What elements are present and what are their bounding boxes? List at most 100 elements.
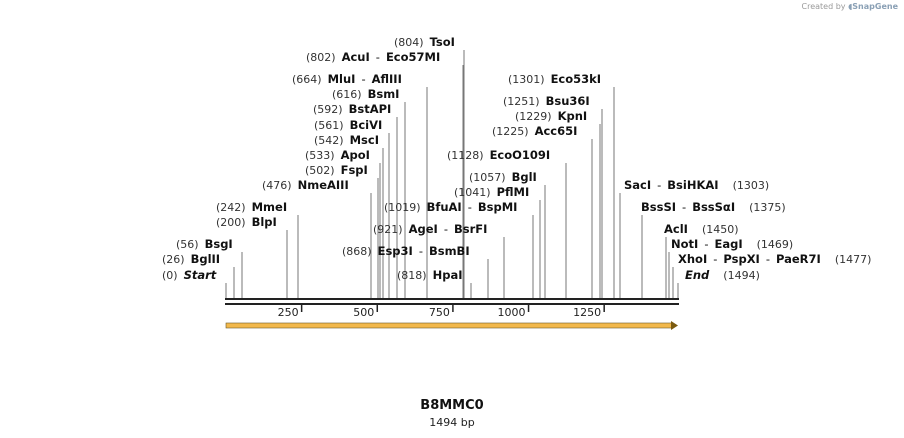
enzyme-name[interactable]: HpaI [433, 268, 463, 282]
enzyme-separator: - [376, 50, 380, 64]
enzyme-separator: - [657, 178, 661, 192]
site-label[interactable]: SacI - BsiHKAI (1303) [624, 178, 769, 192]
enzyme-name[interactable]: EagI [714, 237, 742, 251]
site-label[interactable]: (802) AcuI - Eco57MI [306, 50, 440, 64]
enzyme-name[interactable]: AgeI [409, 222, 438, 236]
site-label[interactable]: (592) BstAPI [313, 102, 391, 116]
enzyme-name[interactable]: TsoI [430, 35, 455, 49]
site-label[interactable]: (1057) BglI [469, 170, 537, 184]
site-label[interactable]: (476) NmeAIII [262, 178, 349, 192]
site-position: (802) [306, 51, 336, 64]
enzyme-name[interactable]: BstAPI [349, 102, 392, 116]
enzyme-name[interactable]: PflMI [497, 185, 530, 199]
site-label[interactable]: (200) BlpI [216, 215, 277, 229]
enzyme-name[interactable]: NmeAIII [298, 178, 349, 192]
site-position: (533) [305, 149, 335, 162]
construct-name: B8MMC0 [420, 398, 484, 413]
enzyme-name[interactable]: ApoI [341, 148, 370, 162]
site-label[interactable]: (502) FspI [305, 163, 368, 177]
site-position: (542) [314, 134, 344, 147]
site-label[interactable]: (26) BglII [162, 252, 220, 266]
site-position: (1375) [749, 201, 786, 214]
site-position: (616) [332, 88, 362, 101]
site-label[interactable]: (1041) PflMI [454, 185, 529, 199]
site-label[interactable]: (868) Esp3I - BsmBI [342, 244, 470, 258]
site-label[interactable]: (1225) Acc65I [492, 124, 577, 138]
enzyme-name[interactable]: BsiHKAI [667, 178, 718, 192]
site-position: (1057) [469, 171, 506, 184]
site-label[interactable]: (533) ApoI [305, 148, 370, 162]
site-label[interactable]: (0) Start [162, 268, 217, 282]
enzyme-name[interactable]: AcuI [342, 50, 370, 64]
enzyme-name[interactable]: Esp3I [378, 244, 413, 258]
site-label[interactable]: (542) MscI [314, 133, 379, 147]
enzyme-name[interactable]: XhoI [678, 252, 707, 266]
site-label[interactable]: (1301) Eco53kI [508, 72, 601, 86]
site-label[interactable]: AclI (1450) [664, 222, 739, 236]
enzyme-name[interactable]: Bsu36I [546, 94, 590, 108]
site-label[interactable]: (56) BsgI [176, 237, 233, 251]
site-label[interactable]: (818) HpaI [397, 268, 463, 282]
enzyme-name[interactable]: EcoO109I [490, 148, 551, 162]
enzyme-name[interactable]: Eco57MI [386, 50, 440, 64]
enzyme-name[interactable]: Acc65I [535, 124, 578, 138]
enzyme-name[interactable]: AclI [664, 222, 688, 236]
enzyme-name[interactable]: BsrFI [454, 222, 487, 236]
site-label[interactable]: (1128) EcoO109I [447, 148, 550, 162]
site-label[interactable]: (664) MluI - AflIII [292, 72, 402, 86]
site-label[interactable]: XhoI - PspXI - PaeR7I (1477) [678, 252, 871, 266]
feature-arrow-head-icon[interactable] [671, 321, 678, 330]
site-label[interactable]: (1251) Bsu36I [503, 94, 590, 108]
site-label[interactable]: (242) MmeI [216, 200, 287, 214]
enzyme-name[interactable]: KpnI [558, 109, 588, 123]
enzyme-name[interactable]: AflIII [372, 72, 402, 86]
site-label[interactable]: BssSI - BssSαI (1375) [641, 200, 786, 214]
enzyme-name[interactable]: Start [184, 268, 217, 282]
enzyme-name[interactable]: BspMI [478, 200, 518, 214]
site-position: (1477) [835, 253, 872, 266]
enzyme-name[interactable]: End [685, 268, 710, 282]
enzyme-name[interactable]: FspI [341, 163, 368, 177]
site-label[interactable]: (804) TsoI [394, 35, 455, 49]
site-position: (1494) [723, 269, 760, 282]
construct-length: 1494 bp [429, 416, 475, 429]
enzyme-name[interactable]: BglI [512, 170, 537, 184]
enzyme-name[interactable]: Eco53kI [551, 72, 602, 86]
feature-track[interactable] [225, 321, 678, 330]
enzyme-name[interactable]: PaeR7I [776, 252, 821, 266]
feature-arrow-body[interactable] [225, 322, 673, 329]
enzyme-name[interactable]: SacI [624, 178, 651, 192]
enzyme-name[interactable]: BfuAI [427, 200, 462, 214]
enzyme-name[interactable]: BglII [191, 252, 221, 266]
ruler-tick-label: 1250 [573, 306, 601, 319]
enzyme-name[interactable]: BssSI [641, 200, 676, 214]
enzyme-name[interactable]: BsmI [368, 87, 400, 101]
enzyme-name[interactable]: BsgI [205, 237, 233, 251]
snapgene-watermark: Created by ◖SnapGene [802, 2, 898, 11]
ruler-tick-label: 750 [429, 306, 450, 319]
site-position: (1303) [733, 179, 770, 192]
enzyme-name[interactable]: NotI [671, 237, 698, 251]
site-label[interactable]: NotI - EagI (1469) [671, 237, 793, 251]
ruler-tick-label: 250 [278, 306, 299, 319]
enzyme-name[interactable]: MscI [350, 133, 379, 147]
enzyme-name[interactable]: MmeI [252, 200, 288, 214]
site-position: (26) [162, 253, 185, 266]
site-label[interactable]: End (1494) [685, 268, 760, 282]
enzyme-separator: - [468, 200, 472, 214]
enzyme-name[interactable]: MluI [328, 72, 356, 86]
site-label[interactable]: (616) BsmI [332, 87, 399, 101]
site-label[interactable]: (1229) KpnI [515, 109, 587, 123]
site-label[interactable]: (921) AgeI - BsrFI [373, 222, 487, 236]
site-position: (664) [292, 73, 322, 86]
enzyme-name[interactable]: BciVI [350, 118, 383, 132]
enzyme-name[interactable]: BssSαI [692, 200, 735, 214]
enzyme-name[interactable]: PspXI [723, 252, 759, 266]
enzyme-name[interactable]: BsmBI [429, 244, 470, 258]
enzyme-name[interactable]: BlpI [252, 215, 277, 229]
backbone [225, 298, 679, 305]
site-label[interactable]: (1019) BfuAI - BspMI [384, 200, 517, 214]
site-label[interactable]: (561) BciVI [314, 118, 382, 132]
site-position: (502) [305, 164, 335, 177]
site-position: (561) [314, 119, 344, 132]
